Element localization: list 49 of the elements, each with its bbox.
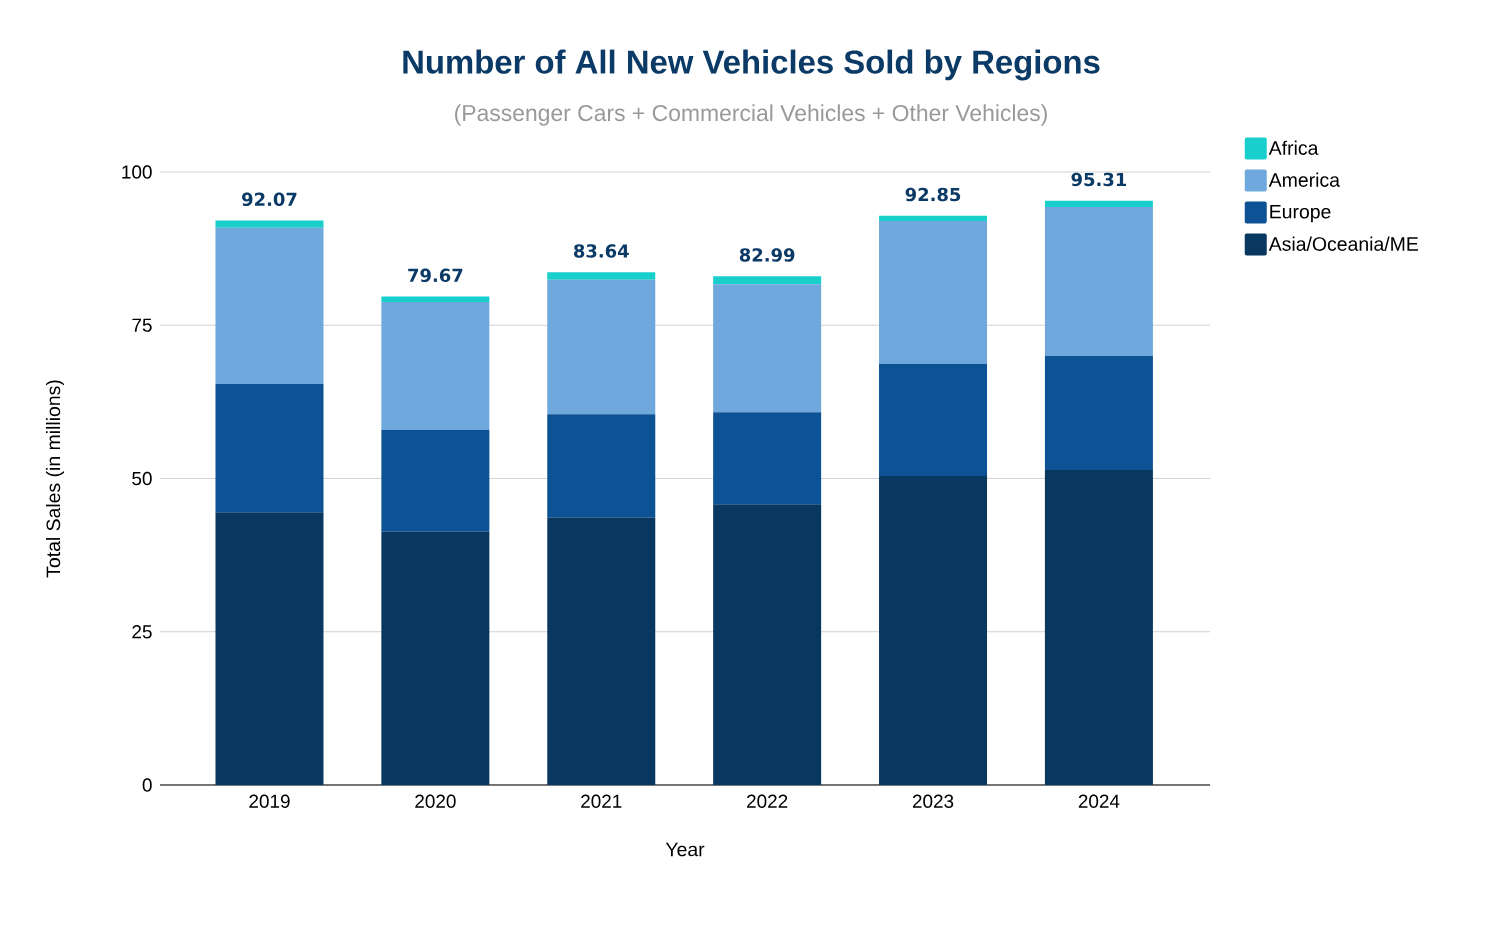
- x-axis-title: Year: [665, 842, 705, 857]
- legend-label: Asia/Oceania/ME: [1268, 236, 1418, 251]
- total-label: 92.85: [905, 187, 961, 202]
- bar: [381, 531, 490, 785]
- bar: [547, 279, 656, 415]
- total-label: 82.99: [739, 248, 795, 262]
- legend-label: Europe: [1270, 204, 1331, 223]
- bar: [547, 414, 656, 518]
- x-tick-label: 2023: [912, 794, 954, 808]
- chart-subtitle: (Passenger Cars + Commercial Vehicles + Other Vehicles): [455, 104, 1047, 126]
- bar: [1044, 206, 1153, 356]
- bar: [713, 504, 822, 785]
- y-tick-label: 100: [122, 165, 152, 179]
- bar: [1044, 355, 1153, 470]
- x-tick-label: 2019: [249, 794, 290, 808]
- bar: [215, 512, 324, 785]
- bar: [879, 363, 988, 477]
- total-label: 83.64: [573, 244, 629, 258]
- bar: [713, 276, 822, 285]
- chart-title: Number of All New Vehicles Sold by Regions: [403, 49, 1100, 81]
- y-tick-label: 75: [132, 318, 152, 332]
- x-tick-label: 2021: [581, 794, 622, 808]
- total-label: 79.67: [408, 268, 463, 283]
- y-axis-title: Total Sales (in millions): [45, 380, 65, 578]
- bar: [381, 301, 490, 431]
- bar: [879, 215, 988, 222]
- bar: [713, 284, 822, 413]
- bar: [215, 384, 324, 513]
- bar: [1044, 469, 1153, 785]
- bar: [215, 227, 324, 385]
- legend-label: America: [1268, 172, 1340, 187]
- bar: [381, 430, 490, 532]
- bar: [215, 220, 324, 228]
- bar: [547, 517, 656, 785]
- x-tick-label: 2024: [1078, 794, 1120, 808]
- bar: [381, 296, 490, 302]
- y-tick-label: 25: [132, 625, 152, 639]
- bar: [879, 221, 988, 364]
- x-tick-label: 2020: [415, 794, 456, 808]
- bar: [547, 272, 656, 280]
- bar: [713, 412, 822, 505]
- x-tick-label: 2022: [747, 794, 788, 808]
- bar: [1044, 200, 1153, 207]
- y-tick-label: 0: [142, 778, 152, 792]
- total-label: 95.31: [1071, 172, 1127, 187]
- legend-label: Africa: [1268, 140, 1319, 155]
- total-label: 92.07: [242, 192, 297, 207]
- bar: [879, 476, 988, 785]
- y-tick-label: 50: [132, 471, 152, 486]
